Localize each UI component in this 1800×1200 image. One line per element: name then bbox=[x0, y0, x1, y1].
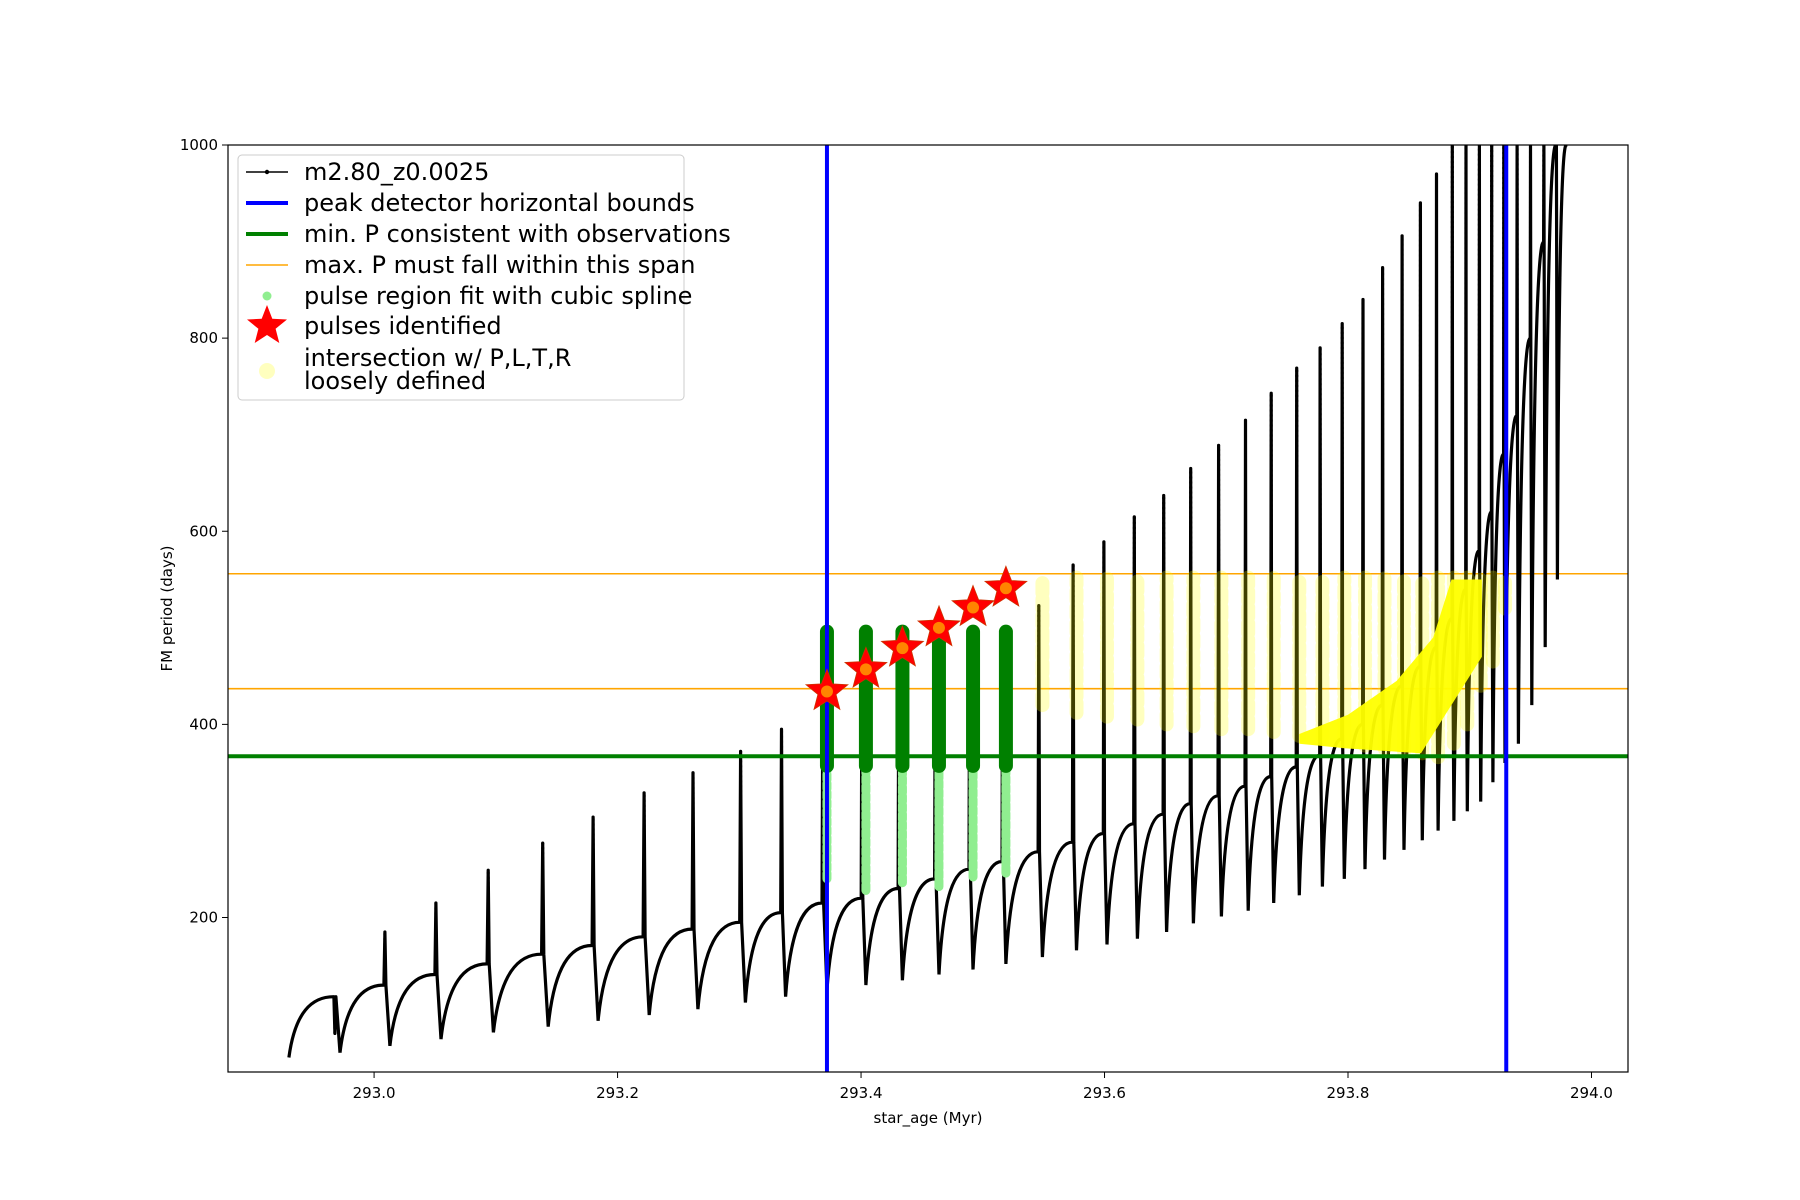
y-tick-label: 200 bbox=[189, 909, 218, 927]
legend-label-4: pulse region fit with cubic spline bbox=[304, 282, 692, 310]
x-tick-label: 293.0 bbox=[353, 1084, 396, 1102]
pulse-star-core-4 bbox=[967, 601, 980, 614]
axis-frame bbox=[227, 144, 1629, 1073]
legend-label-1: peak detector horizontal bounds bbox=[304, 189, 695, 217]
pulse-star-core-2 bbox=[896, 642, 909, 655]
y-tick-label: 1000 bbox=[180, 136, 218, 154]
legend-label-0: m2.80_z0.0025 bbox=[304, 158, 489, 186]
legend-label-6-line2: loosely defined bbox=[304, 367, 486, 395]
pulse-star-core-3 bbox=[932, 621, 945, 634]
x-tick-label: 293.4 bbox=[840, 1084, 883, 1102]
legend-label-6: intersection w/ P,L,T,R bbox=[304, 344, 571, 372]
plot-clip-group bbox=[228, 145, 1628, 1072]
y-tick-label: 800 bbox=[189, 329, 218, 347]
x-tick-label: 294.0 bbox=[1570, 1084, 1613, 1102]
x-tick-label: 293.8 bbox=[1327, 1084, 1370, 1102]
legend-label-3: max. P must fall within this span bbox=[304, 251, 695, 279]
x-axis: 293.0 293.2 293.4 293.6 293.8 294.0 bbox=[353, 1072, 1613, 1102]
legend-label-2: min. P consistent with observations bbox=[304, 220, 731, 248]
x-tick-label: 293.6 bbox=[1083, 1084, 1126, 1102]
legend-marker-6 bbox=[259, 363, 275, 379]
y-tick-label: 600 bbox=[189, 522, 218, 540]
axes-border bbox=[227, 144, 1629, 1073]
y-tick-label: 400 bbox=[189, 715, 218, 733]
intersection-dense-region bbox=[1299, 579, 1482, 754]
y-axis: 200 400 600 800 1000 bbox=[180, 136, 228, 927]
x-axis-label: star_age (Myr) bbox=[874, 1109, 983, 1128]
x-tick-label: 293.2 bbox=[596, 1084, 639, 1102]
legend-marker-4 bbox=[262, 291, 272, 301]
legend-label-5: pulses identified bbox=[304, 312, 502, 340]
pulse-star-core-1 bbox=[859, 663, 872, 676]
legend-marker-dot-0 bbox=[264, 169, 270, 175]
pulse-star-core-0 bbox=[820, 685, 833, 698]
pulse-star-core-5 bbox=[999, 582, 1012, 595]
legend-box bbox=[237, 154, 685, 401]
legend-marker-5 bbox=[247, 305, 287, 343]
plot-area bbox=[228, 145, 1628, 1072]
y-axis-label: FM period (days) bbox=[158, 546, 176, 672]
